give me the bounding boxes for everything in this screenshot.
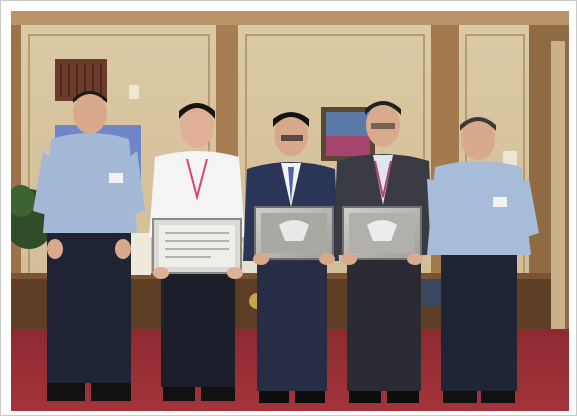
group-photo xyxy=(11,11,569,411)
wall-switch xyxy=(129,85,139,99)
certificate-2 xyxy=(253,206,335,265)
photo-illustration xyxy=(11,11,569,411)
certificate-3 xyxy=(341,206,423,265)
ceiling-trim xyxy=(11,11,569,25)
certificate-1 xyxy=(152,218,243,279)
vase xyxy=(413,279,449,307)
person-1 xyxy=(33,91,145,401)
window-edge xyxy=(551,41,565,341)
person-5 xyxy=(427,117,539,403)
wood-pillar-left xyxy=(11,25,21,315)
